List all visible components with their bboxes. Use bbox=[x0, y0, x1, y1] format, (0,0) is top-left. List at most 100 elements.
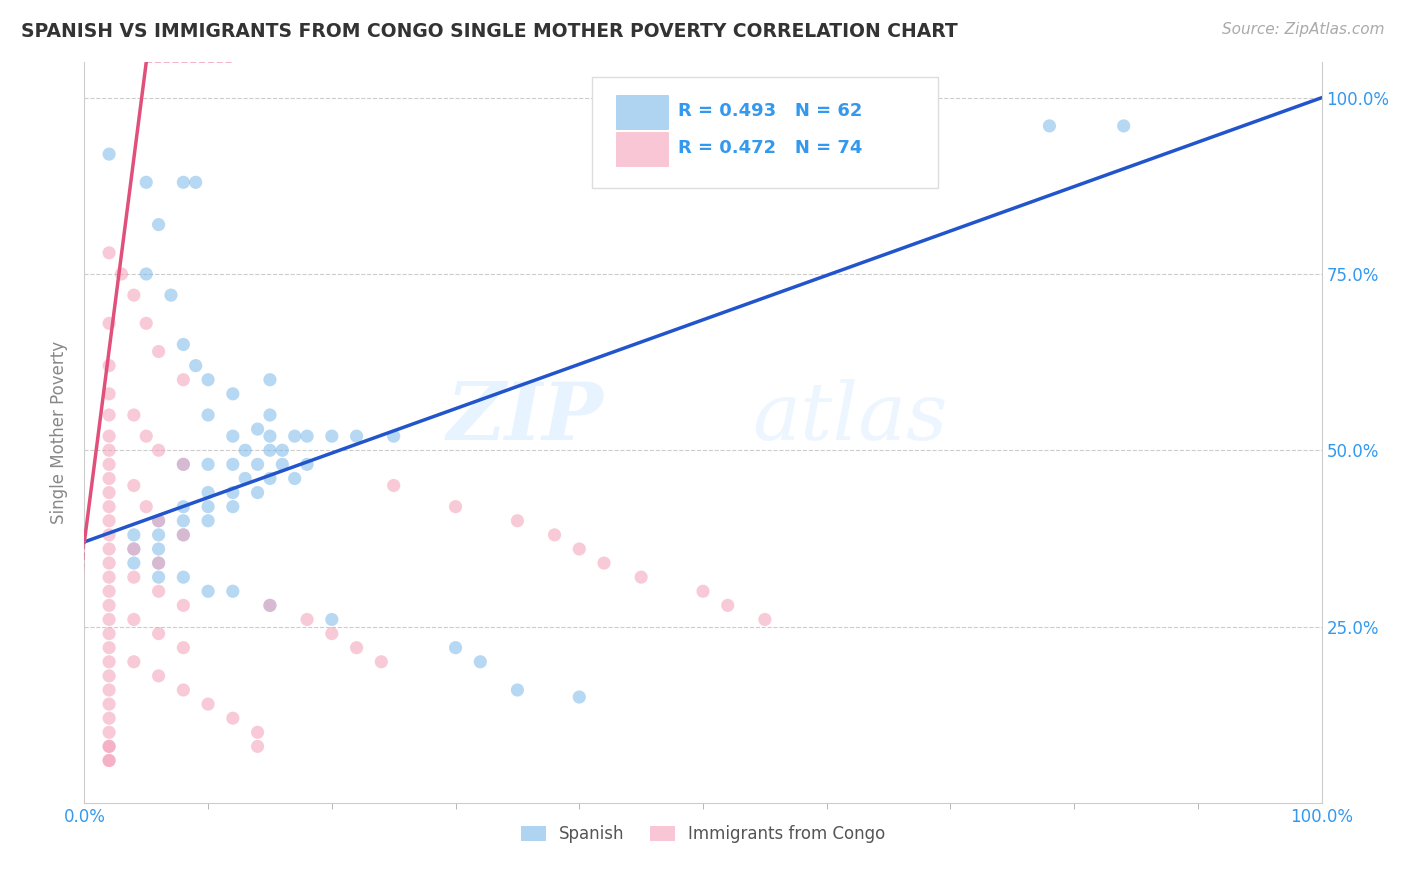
Point bbox=[148, 443, 170, 458]
Point bbox=[222, 485, 245, 500]
Point bbox=[122, 408, 145, 422]
Point bbox=[444, 640, 467, 655]
Point bbox=[98, 626, 121, 640]
Point bbox=[246, 422, 269, 436]
Point bbox=[98, 387, 121, 401]
Point bbox=[172, 175, 194, 189]
Point bbox=[346, 640, 368, 655]
Point bbox=[444, 500, 467, 514]
Point bbox=[197, 373, 219, 387]
Point bbox=[98, 754, 121, 768]
FancyBboxPatch shape bbox=[592, 78, 938, 188]
Point bbox=[98, 528, 121, 542]
Point bbox=[98, 458, 121, 472]
Point bbox=[197, 500, 219, 514]
Point bbox=[98, 739, 121, 754]
Point bbox=[259, 373, 281, 387]
Point bbox=[172, 683, 194, 698]
Point bbox=[197, 697, 219, 711]
Point bbox=[506, 683, 529, 698]
Point bbox=[98, 556, 121, 570]
Point bbox=[295, 458, 318, 472]
Point bbox=[295, 612, 318, 626]
Point bbox=[295, 429, 318, 443]
Point bbox=[382, 478, 405, 492]
Point bbox=[122, 655, 145, 669]
Point bbox=[98, 485, 121, 500]
Point bbox=[222, 458, 245, 472]
Point bbox=[122, 528, 145, 542]
Point bbox=[543, 528, 565, 542]
Text: ZIP: ZIP bbox=[447, 379, 605, 457]
Point bbox=[321, 626, 343, 640]
Point bbox=[506, 514, 529, 528]
Point bbox=[98, 612, 121, 626]
Point bbox=[98, 408, 121, 422]
Point bbox=[630, 570, 652, 584]
Point bbox=[259, 599, 281, 613]
Point bbox=[98, 584, 121, 599]
Point bbox=[148, 541, 170, 556]
Point bbox=[98, 711, 121, 725]
Point bbox=[197, 458, 219, 472]
Point bbox=[98, 570, 121, 584]
Point bbox=[172, 373, 194, 387]
Point bbox=[148, 528, 170, 542]
Point bbox=[98, 725, 121, 739]
Point bbox=[160, 288, 183, 302]
Point bbox=[172, 458, 194, 472]
Text: Source: ZipAtlas.com: Source: ZipAtlas.com bbox=[1222, 22, 1385, 37]
Point bbox=[172, 640, 194, 655]
Point bbox=[197, 514, 219, 528]
Point bbox=[172, 337, 194, 351]
Point bbox=[470, 655, 492, 669]
Point bbox=[197, 485, 219, 500]
Point bbox=[148, 556, 170, 570]
Point bbox=[122, 570, 145, 584]
Point bbox=[98, 655, 121, 669]
Point bbox=[122, 612, 145, 626]
Point bbox=[246, 458, 269, 472]
Point bbox=[172, 514, 194, 528]
Point bbox=[148, 514, 170, 528]
Point bbox=[98, 147, 121, 161]
Point bbox=[122, 288, 145, 302]
Point bbox=[98, 471, 121, 485]
Point bbox=[172, 458, 194, 472]
Point bbox=[172, 570, 194, 584]
Point bbox=[148, 584, 170, 599]
Point bbox=[259, 443, 281, 458]
Point bbox=[98, 316, 121, 330]
Point bbox=[122, 556, 145, 570]
Point bbox=[148, 626, 170, 640]
Point bbox=[110, 267, 132, 281]
Point bbox=[135, 267, 157, 281]
Point bbox=[259, 471, 281, 485]
Y-axis label: Single Mother Poverty: Single Mother Poverty bbox=[51, 341, 69, 524]
Point bbox=[246, 739, 269, 754]
Point bbox=[233, 471, 256, 485]
Point bbox=[98, 599, 121, 613]
Text: R = 0.493   N = 62: R = 0.493 N = 62 bbox=[678, 102, 863, 120]
Point bbox=[98, 683, 121, 698]
Point bbox=[382, 429, 405, 443]
Text: R = 0.472   N = 74: R = 0.472 N = 74 bbox=[678, 138, 863, 157]
Point bbox=[172, 500, 194, 514]
Point bbox=[135, 500, 157, 514]
Point bbox=[692, 584, 714, 599]
Point bbox=[172, 528, 194, 542]
Point bbox=[98, 359, 121, 373]
Point bbox=[370, 655, 392, 669]
Point bbox=[222, 711, 245, 725]
Point bbox=[754, 612, 776, 626]
Point bbox=[98, 640, 121, 655]
Point bbox=[98, 541, 121, 556]
Point bbox=[122, 478, 145, 492]
Point bbox=[197, 584, 219, 599]
Point bbox=[184, 175, 207, 189]
Point bbox=[98, 697, 121, 711]
Point bbox=[1112, 119, 1135, 133]
Point bbox=[1038, 119, 1060, 133]
Point bbox=[98, 429, 121, 443]
Point bbox=[184, 359, 207, 373]
